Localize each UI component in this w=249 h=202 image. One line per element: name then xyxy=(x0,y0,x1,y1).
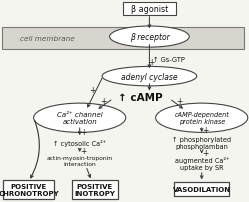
Text: +: + xyxy=(202,126,208,135)
Text: +: + xyxy=(202,148,208,157)
Text: ↑ cytosolic Ca²⁺: ↑ cytosolic Ca²⁺ xyxy=(53,139,106,146)
Text: POSITIVE
CHRONOTROPY: POSITIVE CHRONOTROPY xyxy=(0,183,59,196)
Text: ↑ Gs-GTP: ↑ Gs-GTP xyxy=(153,56,185,62)
Text: β agonist: β agonist xyxy=(131,5,168,14)
FancyBboxPatch shape xyxy=(174,182,229,196)
Text: cell membrane: cell membrane xyxy=(20,36,75,42)
Text: actin-myosin-troponin
interaction: actin-myosin-troponin interaction xyxy=(47,155,113,166)
Text: ↑ cAMP: ↑ cAMP xyxy=(118,93,163,103)
Text: POSITIVE
INOTROPY: POSITIVE INOTROPY xyxy=(74,183,115,196)
Text: +: + xyxy=(100,97,107,105)
FancyBboxPatch shape xyxy=(123,2,176,16)
Text: β receptor: β receptor xyxy=(129,33,169,42)
Ellipse shape xyxy=(102,67,197,86)
Text: VASODILATION: VASODILATION xyxy=(173,186,231,192)
FancyBboxPatch shape xyxy=(2,28,244,49)
Text: augmented Ca²⁺
uptake by SR: augmented Ca²⁺ uptake by SR xyxy=(175,157,229,170)
Text: +: + xyxy=(80,146,86,155)
Ellipse shape xyxy=(34,104,126,133)
Text: +: + xyxy=(80,127,86,136)
Ellipse shape xyxy=(156,104,248,133)
Text: cAMP-dependent
protein kinase: cAMP-dependent protein kinase xyxy=(174,112,229,125)
Text: +: + xyxy=(89,85,95,94)
Text: +: + xyxy=(176,97,183,105)
Text: ↑ phosphorylated
phospholamban: ↑ phosphorylated phospholamban xyxy=(172,136,231,149)
FancyBboxPatch shape xyxy=(72,180,118,200)
Ellipse shape xyxy=(110,27,189,48)
Text: adenyl cyclase: adenyl cyclase xyxy=(121,72,178,81)
Text: +: + xyxy=(148,58,154,67)
FancyBboxPatch shape xyxy=(3,180,54,200)
Text: Ca²⁺ channel
activation: Ca²⁺ channel activation xyxy=(57,112,103,125)
